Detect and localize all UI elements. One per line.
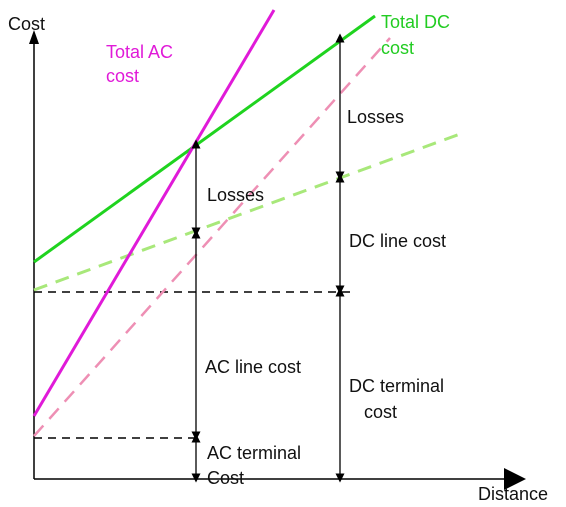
ac-losses-label: Losses [207,185,264,205]
total-ac-cost-label-line1: Total AC [106,42,173,62]
dc-terminal-cost-label-line2: cost [364,402,397,422]
ac-terminal-cost-label-line1: AC terminal [207,443,301,463]
total-dc-cost-label-line1: Total DC [381,12,450,32]
ac-terminal-cost-label-line2: Cost [207,468,244,488]
dc-losses-label: Losses [347,107,404,127]
dc-cost-without-losses-line [33,132,461,292]
ac-line-cost-label: AC line cost [205,357,301,377]
total-ac-cost-line [32,9,276,417]
total-dc-cost-line [33,14,376,264]
y-axis-label: Cost [8,14,45,34]
total-ac-cost-label-line2: cost [106,66,139,86]
ac-cost-without-losses-line [33,37,391,437]
x-axis-label: Distance [478,484,548,504]
y-axis-arrow-icon [29,30,39,44]
x-axis-arrow-icon [504,468,526,490]
dc-line-cost-label: DC line cost [349,231,446,251]
dc-terminal-cost-label-line1: DC terminal [349,376,444,396]
total-dc-cost-label-line2: cost [381,38,414,58]
